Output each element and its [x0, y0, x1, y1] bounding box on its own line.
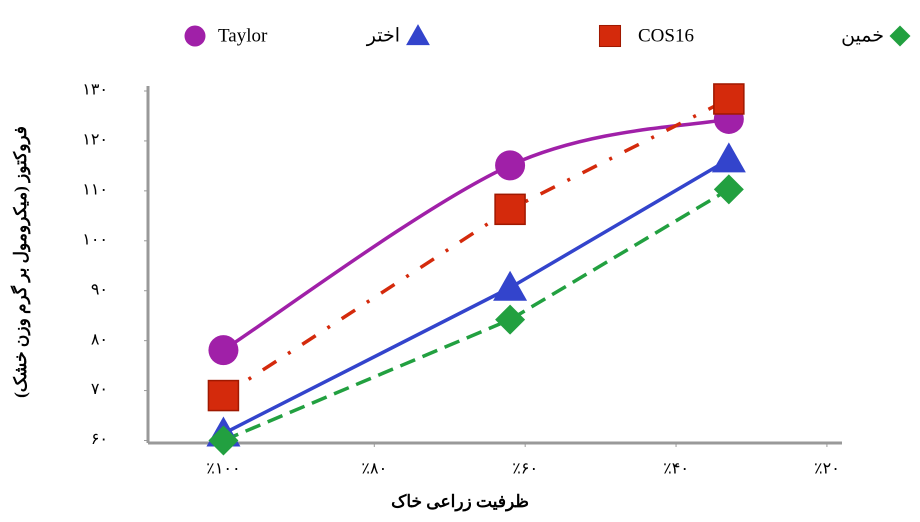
point	[208, 425, 239, 456]
legend-label: COS16	[638, 25, 694, 46]
legend-marker	[889, 25, 911, 47]
series-line	[222, 117, 730, 352]
x-tick-label: ٪۱۰۰	[206, 461, 240, 478]
point	[495, 304, 526, 335]
point	[495, 150, 526, 181]
point	[713, 83, 745, 115]
point	[207, 379, 240, 412]
point	[208, 335, 239, 366]
y-tick-label: ۱۲۰	[82, 132, 108, 149]
y-axis-label: فروکتوز (میکرومول بر گرم وزن خشک)	[10, 126, 31, 398]
y-tick-label: ۶۰	[91, 431, 108, 448]
x-tick-label: ٪۴۰	[663, 461, 689, 478]
y-tick-label: ۱۰۰	[82, 231, 108, 248]
legend-label: Taylor	[218, 25, 268, 46]
legend-marker	[184, 25, 206, 47]
legend-marker	[598, 24, 622, 48]
y-tick-label: ۸۰	[91, 331, 108, 348]
x-axis-label: ظرفیت زراعی خاک	[391, 492, 529, 512]
legend-label: اختر	[366, 25, 400, 46]
point	[711, 142, 746, 173]
y-tick-label: ۱۱۰	[82, 182, 108, 199]
x-tick-label: ٪۶۰	[512, 461, 538, 478]
legend-marker	[406, 24, 430, 46]
point	[494, 193, 526, 226]
series-line	[222, 97, 730, 398]
y-tick-label: ۹۰	[91, 281, 108, 298]
point	[713, 174, 744, 205]
x-tick-label: ٪۲۰	[814, 461, 840, 478]
point	[493, 270, 528, 301]
series-line	[222, 187, 730, 443]
y-tick-label: ۷۰	[91, 381, 108, 398]
y-tick-label: ۱۳۰	[82, 82, 108, 99]
x-tick-label: ٪۸۰	[361, 461, 387, 478]
legend-label: خمین	[841, 25, 884, 46]
